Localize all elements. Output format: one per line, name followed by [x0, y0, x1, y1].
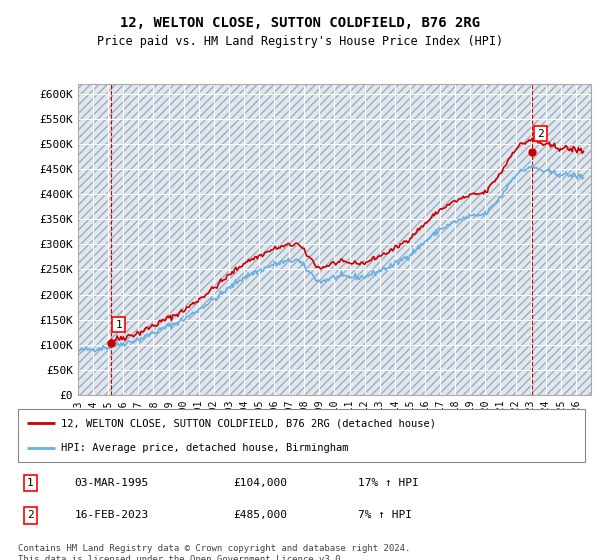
Text: 12, WELTON CLOSE, SUTTON COLDFIELD, B76 2RG (detached house): 12, WELTON CLOSE, SUTTON COLDFIELD, B76 … — [61, 418, 436, 428]
Text: 2: 2 — [27, 510, 34, 520]
Text: 17% ↑ HPI: 17% ↑ HPI — [358, 478, 419, 488]
FancyBboxPatch shape — [18, 409, 585, 462]
Text: Contains HM Land Registry data © Crown copyright and database right 2024.
This d: Contains HM Land Registry data © Crown c… — [18, 544, 410, 560]
Text: HPI: Average price, detached house, Birmingham: HPI: Average price, detached house, Birm… — [61, 442, 348, 452]
Text: 1: 1 — [27, 478, 34, 488]
Text: 2: 2 — [537, 129, 544, 139]
Text: 03-MAR-1995: 03-MAR-1995 — [75, 478, 149, 488]
Text: 16-FEB-2023: 16-FEB-2023 — [75, 510, 149, 520]
Text: 12, WELTON CLOSE, SUTTON COLDFIELD, B76 2RG: 12, WELTON CLOSE, SUTTON COLDFIELD, B76 … — [120, 16, 480, 30]
Text: Price paid vs. HM Land Registry's House Price Index (HPI): Price paid vs. HM Land Registry's House … — [97, 35, 503, 48]
Text: 7% ↑ HPI: 7% ↑ HPI — [358, 510, 412, 520]
Text: £104,000: £104,000 — [233, 478, 287, 488]
Text: 1: 1 — [115, 320, 122, 330]
Text: £485,000: £485,000 — [233, 510, 287, 520]
